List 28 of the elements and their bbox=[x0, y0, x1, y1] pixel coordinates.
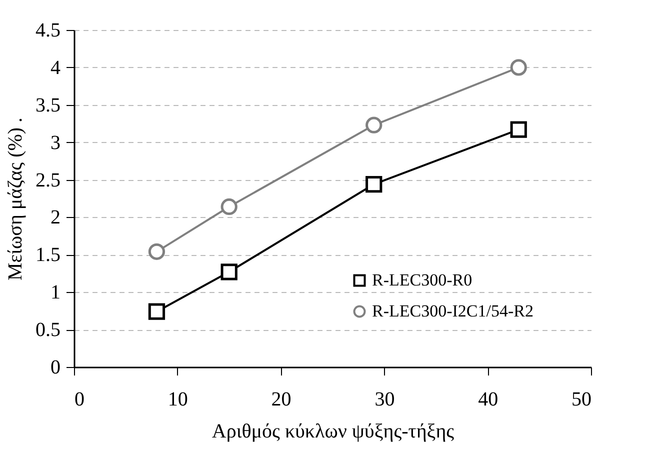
x-tick-label: 0 bbox=[74, 388, 84, 410]
y-tick-label: 4.5 bbox=[36, 20, 60, 42]
y-tick-label: 3 bbox=[50, 132, 60, 154]
legend-label: R-LEC300-I2C1/54-R2 bbox=[372, 302, 534, 320]
point bbox=[148, 243, 166, 260]
y-tick-label: 0.5 bbox=[36, 319, 60, 342]
point bbox=[220, 264, 238, 280]
x-tick-label: 30 bbox=[374, 388, 395, 410]
point bbox=[148, 303, 166, 320]
y-tick-label: 2.5 bbox=[36, 169, 60, 192]
x-axis-title: Αριθμός κύκλων ψύξης-τήξης bbox=[212, 420, 454, 442]
x-tick-label: 40 bbox=[478, 388, 498, 410]
y-tick-label: 4 bbox=[50, 56, 60, 79]
y-tick-label: 2 bbox=[50, 206, 60, 229]
y-axis-title: Μείωση μάζας (%) . bbox=[4, 117, 26, 281]
legend-label: R-LEC300-R0 bbox=[372, 270, 472, 290]
point bbox=[510, 121, 527, 138]
y-tick-label: 1.5 bbox=[36, 244, 60, 266]
point bbox=[366, 176, 382, 193]
point bbox=[220, 198, 238, 216]
point bbox=[366, 116, 382, 134]
y-tick-label: 3.5 bbox=[36, 94, 60, 116]
y-tick-label: 0 bbox=[50, 356, 60, 378]
point bbox=[510, 59, 527, 76]
y-tick-label: 1 bbox=[50, 282, 60, 304]
x-tick-label: 20 bbox=[271, 388, 292, 410]
x-tick-label: 10 bbox=[168, 388, 188, 410]
x-tick-label: 50 bbox=[572, 388, 592, 410]
